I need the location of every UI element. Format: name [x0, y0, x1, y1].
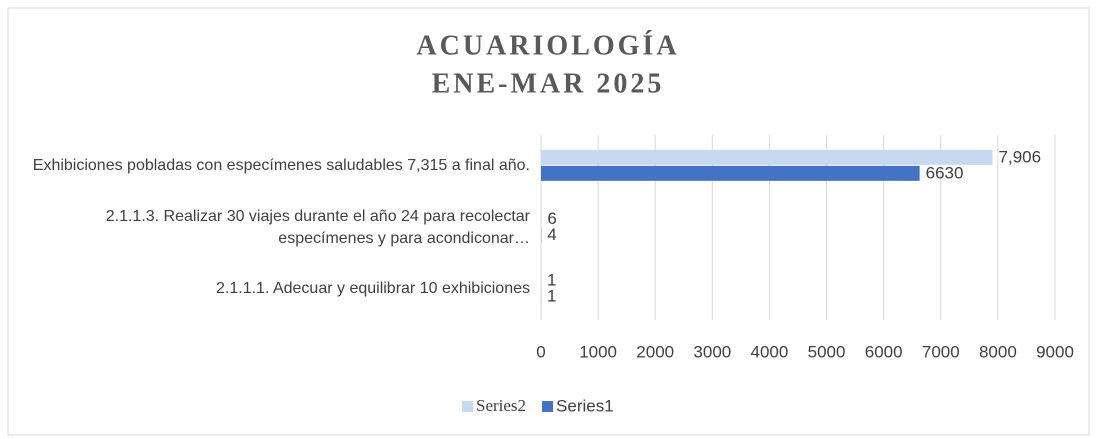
data-label: 1: [547, 271, 556, 290]
chart-title: ENE-MAR 2025: [432, 68, 665, 99]
x-tick-label: 1000: [579, 342, 617, 361]
x-tick-label: 6000: [865, 342, 903, 361]
data-label: 4: [547, 225, 556, 244]
data-label: 6: [547, 209, 556, 228]
legend-label: Series2: [476, 396, 526, 415]
bar: [541, 165, 920, 181]
chart-border: [7, 7, 1090, 436]
x-tick-label: 5000: [808, 342, 846, 361]
data-label: 7,906: [999, 147, 1042, 166]
x-tick-label: 0: [536, 342, 545, 361]
x-tick-label: 8000: [979, 342, 1017, 361]
data-label: 1: [547, 287, 556, 306]
x-tick-label: 9000: [1036, 342, 1074, 361]
legend-swatch: [462, 401, 473, 412]
y-tick-label: 2.1.1.3. Realizar 30 viajes durante el a…: [105, 207, 530, 247]
x-tick-label: 4000: [751, 342, 789, 361]
bar: [541, 149, 993, 165]
data-label: 6630: [926, 163, 964, 182]
chart-title: ACUARIOLOGÍA: [416, 30, 679, 61]
x-tick-label: 7000: [922, 342, 960, 361]
x-tick-label: 2000: [636, 342, 674, 361]
legend-label: Series1: [556, 396, 614, 415]
legend-swatch: [542, 401, 554, 412]
y-tick-label: Exhibiciones pobladas con especímenes sa…: [32, 156, 530, 174]
y-tick-label: 2.1.1.1. Adecuar y equilibrar 10 exhibic…: [216, 280, 530, 298]
x-tick-label: 3000: [693, 342, 731, 361]
